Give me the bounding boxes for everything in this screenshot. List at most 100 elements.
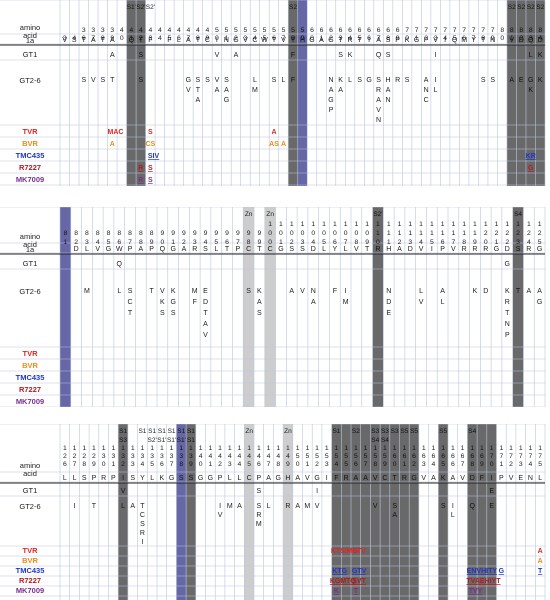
gt26-residue: L — [441, 299, 445, 306]
band-site — [477, 424, 487, 600]
ref-residue: R — [483, 246, 488, 253]
position-digit: 1 — [402, 445, 406, 452]
ref-residue: P — [128, 246, 133, 253]
position-digit: 1 — [290, 221, 294, 228]
position-digit: 7 — [170, 461, 174, 468]
ref-residue: A — [110, 37, 115, 44]
position-digit: 2 — [424, 35, 428, 42]
position-digit: 5 — [538, 461, 542, 468]
ref-residue: C — [252, 37, 257, 44]
position-digit: 1 — [529, 445, 533, 452]
position-digit: 5 — [358, 35, 362, 42]
ref-residue: V — [451, 246, 456, 253]
position-digit: 6 — [225, 239, 229, 246]
ref-residue: G — [276, 475, 281, 482]
band-site — [118, 424, 128, 600]
gt26-residue: M — [84, 288, 90, 295]
gt26-residue: K — [538, 77, 543, 84]
gt26-residue: A — [526, 288, 531, 295]
position-digit: 1 — [305, 461, 309, 468]
inhibitor-label-r7227: R7227 — [19, 576, 41, 585]
position-digit: 5 — [253, 27, 257, 34]
gt26-residue: F — [291, 77, 295, 84]
position-digit: 7 — [186, 35, 190, 42]
position-digit: 6 — [257, 461, 261, 468]
band-site — [512, 207, 524, 407]
position-digit: 1 — [322, 221, 326, 228]
ref-residue: F — [167, 37, 171, 44]
ref-residue: H — [386, 246, 391, 253]
ref-residue: T — [393, 475, 398, 482]
position-digit: 8 — [538, 27, 542, 34]
position-digit: 6 — [117, 239, 121, 246]
position-digit: 1 — [398, 221, 402, 228]
gt26-residue: A — [224, 87, 229, 94]
gt26-residue: I — [435, 77, 437, 84]
gt26-residue: G — [328, 97, 333, 104]
position-digit: 9 — [189, 461, 193, 468]
gt1-residue: S — [338, 52, 343, 59]
position-digit: 1 — [462, 230, 466, 237]
position-digit: 1 — [430, 221, 434, 228]
gt26-residue: E — [519, 77, 524, 84]
position-digit: 1 — [538, 221, 542, 228]
ref-residue: T — [196, 37, 201, 44]
position-digit: 6 — [402, 453, 406, 460]
band-site — [288, 0, 298, 186]
gt1-residue: Q — [117, 261, 123, 268]
resistance-residue: SVT — [352, 578, 366, 585]
position-digit: 4 — [253, 35, 257, 42]
position-digit: 1 — [462, 221, 466, 228]
ref-residue: D — [74, 246, 79, 253]
gt26-residue: S — [205, 77, 210, 84]
position-digit: 2 — [527, 230, 531, 237]
gt26-residue: A — [237, 503, 242, 510]
ref-residue: V — [433, 37, 438, 44]
position-digit: 7 — [377, 35, 381, 42]
gt26-residue: N — [424, 87, 429, 94]
ref-residue: T — [481, 37, 486, 44]
position-digit: 1 — [344, 445, 348, 452]
position-digit: 2 — [505, 230, 509, 237]
resistance-residue: ENVHITY — [467, 568, 498, 575]
ref-residue: P — [149, 246, 154, 253]
gt26-residue: K — [473, 288, 478, 295]
position-digit: 1 — [393, 445, 397, 452]
site-header-label: S1' — [127, 4, 136, 11]
position-digit: 5 — [107, 239, 111, 246]
gt26-residue: I — [345, 288, 347, 295]
ref-residue: T — [365, 246, 370, 253]
gt26-residue: S — [246, 288, 251, 295]
ref-residue: G — [106, 246, 111, 253]
position-digit: 4 — [158, 27, 162, 34]
position-digit: 3 — [121, 453, 125, 460]
gt1-residue: A — [110, 52, 115, 59]
resistance-residue: GTV — [352, 568, 367, 575]
position-digit: 6 — [451, 461, 455, 468]
gt26-residue: A — [329, 87, 334, 94]
site-header-label: S2 — [508, 4, 516, 11]
gt1-residue: K — [538, 52, 543, 59]
position-digit: 1 — [527, 221, 531, 228]
position-digit: 1 — [441, 221, 445, 228]
ref-residue: A — [319, 37, 324, 44]
position-digit: 3 — [102, 453, 106, 460]
ref-residue: Y — [140, 475, 145, 482]
position-digit: 9 — [206, 35, 210, 42]
band-site — [467, 424, 478, 600]
ref-residue: I — [368, 37, 370, 44]
position-digit: 5 — [263, 27, 267, 34]
position-digit: 5 — [344, 461, 348, 468]
position-digit: 5 — [291, 27, 295, 34]
ref-residue: V — [509, 37, 514, 44]
gt26-residue: S — [490, 77, 495, 84]
position-digit: 4 — [120, 27, 124, 34]
band-zn — [283, 424, 293, 600]
ref-residue: A — [397, 246, 402, 253]
position-digit: 5 — [167, 35, 171, 42]
position-digit: 5 — [305, 453, 309, 460]
position-digit: 3 — [170, 453, 174, 460]
resistance-residue: T — [538, 568, 543, 575]
position-digit: 3 — [422, 461, 426, 468]
ref-residue: D — [311, 246, 316, 253]
